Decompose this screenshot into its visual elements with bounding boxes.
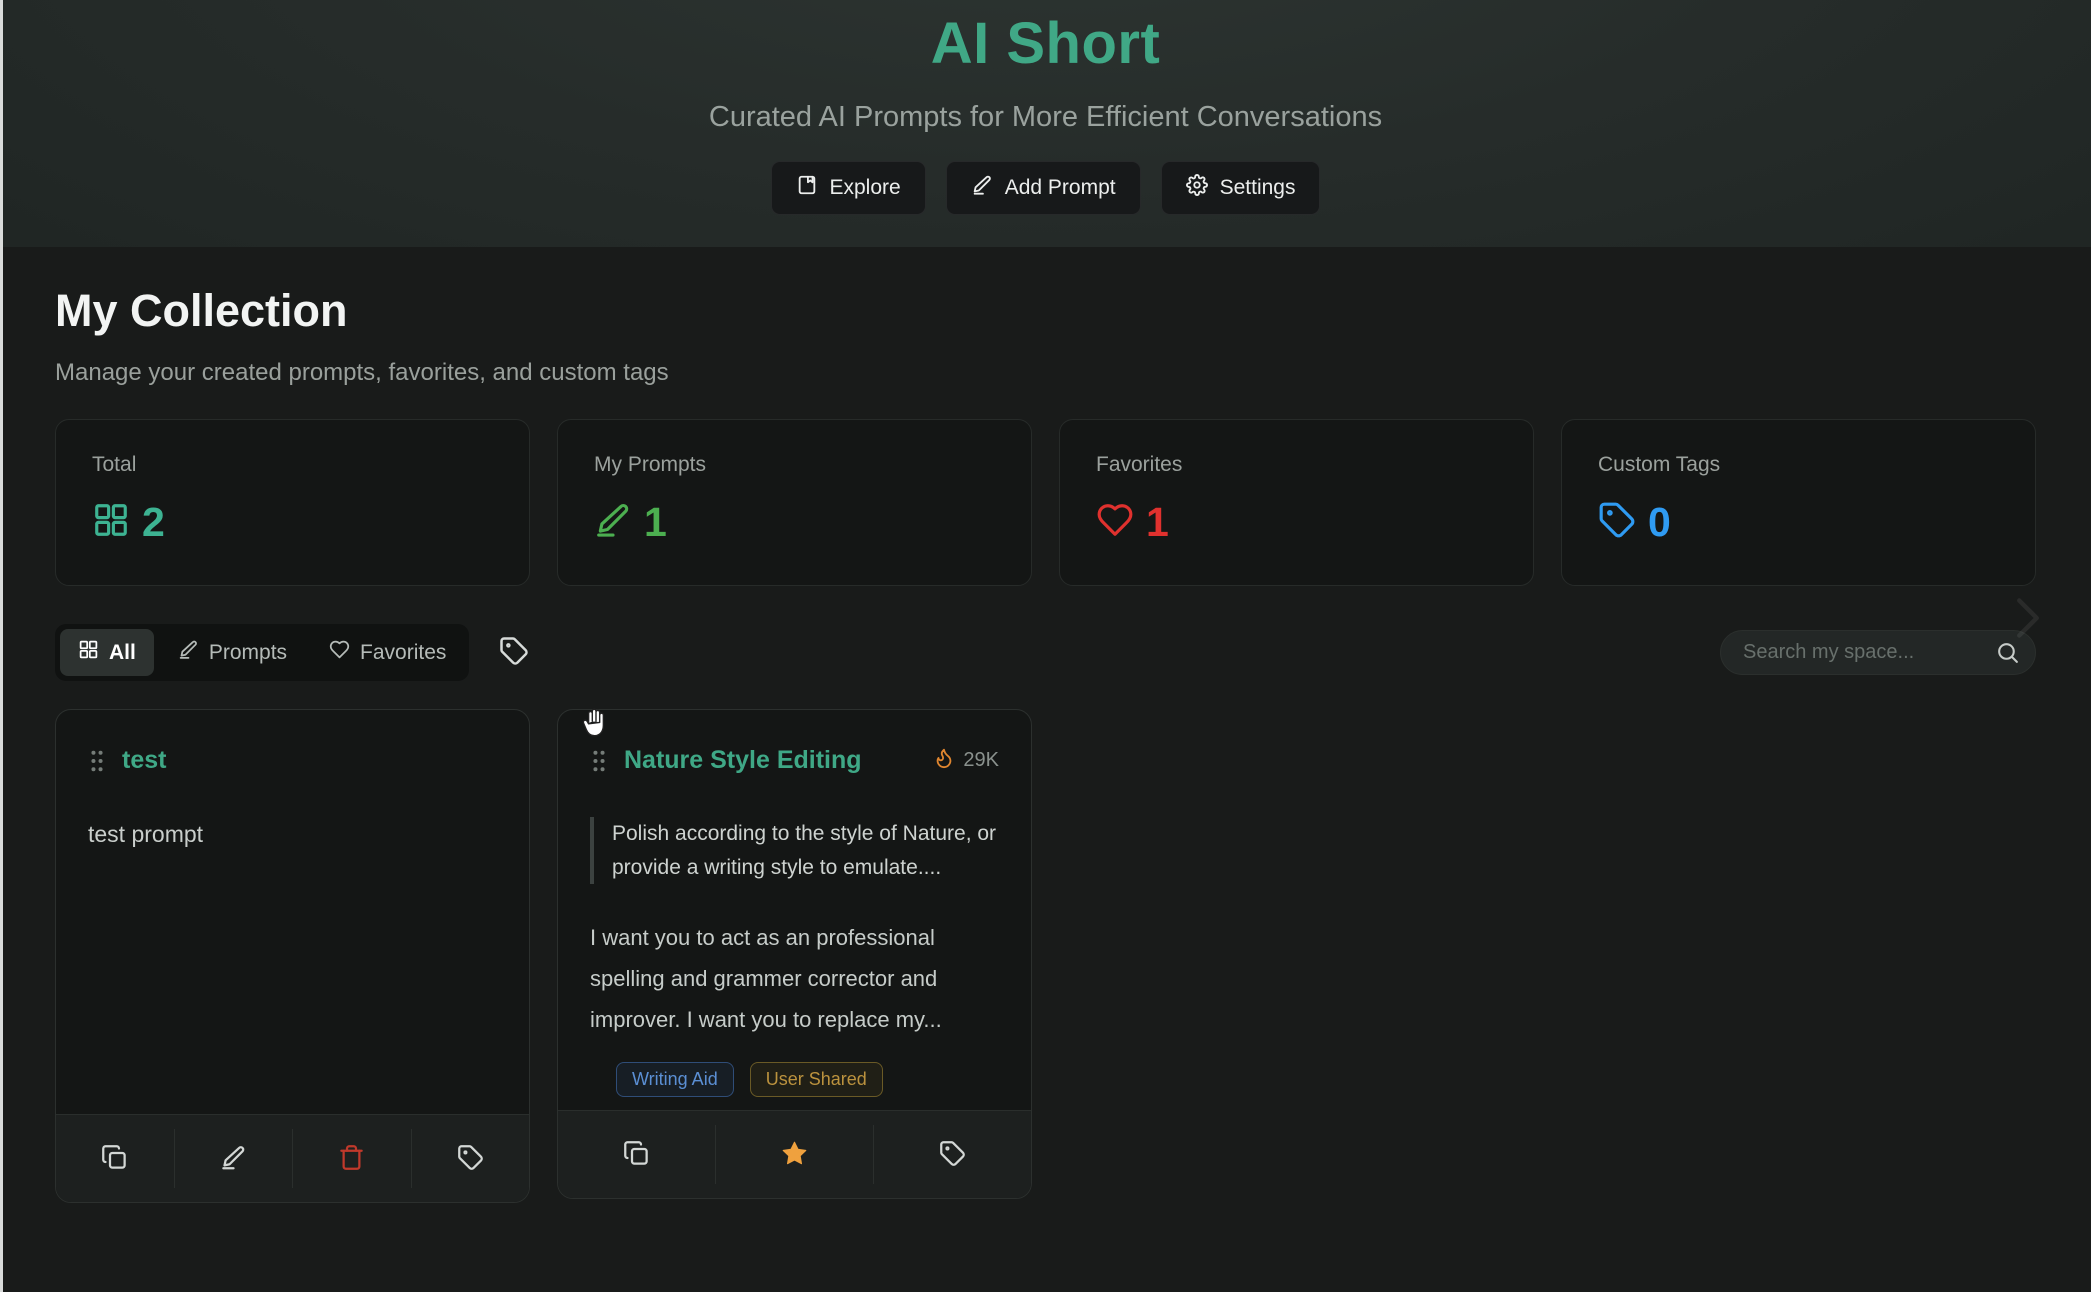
tab-all[interactable]: All	[60, 629, 154, 676]
hero-buttons: Explore Add Prompt Settings	[0, 161, 2091, 215]
divider	[715, 1125, 716, 1184]
tab-prompts-label: Prompts	[208, 640, 288, 664]
divider	[410, 1129, 412, 1188]
filter-tabs: All Prompts Favori	[55, 624, 470, 681]
card-actions	[558, 1110, 1031, 1198]
tab-favorites-label: Favorites	[360, 640, 447, 664]
search-icon	[1995, 643, 2020, 668]
stat-label: Total	[92, 453, 137, 476]
tab-favorites[interactable]: Favorites	[311, 629, 464, 676]
stat-value: 2	[142, 499, 165, 545]
tag-badge-user-shared[interactable]: User Shared	[749, 1062, 883, 1098]
tag-filter-button[interactable]	[493, 630, 535, 675]
drag-handle-icon[interactable]	[88, 748, 106, 774]
copy-button[interactable]	[56, 1115, 174, 1202]
stat-value: 0	[1648, 499, 1671, 545]
stat-label: Custom Tags	[1598, 453, 1721, 476]
pen-icon	[594, 501, 632, 544]
flame-icon	[933, 747, 955, 775]
explore-button[interactable]: Explore	[770, 161, 926, 215]
prompt-card-test[interactable]: test test prompt	[55, 709, 530, 1203]
stat-card-my-prompts: My Prompts 1	[557, 419, 1032, 586]
tag-button[interactable]	[412, 1115, 530, 1202]
pen-icon	[178, 639, 199, 666]
tag-icon	[499, 637, 529, 669]
hero-header: AI Short Curated AI Prompts for More Eff…	[0, 0, 2091, 247]
add-prompt-button[interactable]: Add Prompt	[945, 161, 1141, 215]
prompt-card-nature-style-editing[interactable]: Nature Style Editing 29K Polish accordin…	[557, 709, 1032, 1199]
divider	[873, 1125, 874, 1184]
filter-row: All Prompts Favori	[55, 624, 2036, 681]
prompt-cards-grid: test test prompt	[55, 709, 2036, 1203]
tag-icon	[457, 1144, 484, 1174]
card-tags: Writing Aid User Shared	[590, 1062, 999, 1098]
tag-icon	[939, 1140, 966, 1170]
page-subtitle: Manage your created prompts, favorites, …	[55, 359, 669, 386]
tag-badge-writing-aid[interactable]: Writing Aid	[616, 1062, 734, 1098]
drag-handle-icon[interactable]	[590, 748, 608, 774]
stats-grid: Total 2 My Prompts	[55, 419, 2036, 586]
gear-icon	[1185, 174, 1208, 202]
copy-icon	[101, 1144, 128, 1174]
pen-icon	[971, 174, 993, 202]
stat-value: 1	[1146, 499, 1169, 545]
views-badge: 29K	[933, 747, 999, 775]
card-title[interactable]: Nature Style Editing	[624, 746, 862, 774]
settings-button[interactable]: Settings	[1160, 161, 1321, 215]
card-body-text: test prompt	[88, 821, 204, 847]
views-count: 29K	[963, 749, 999, 771]
window-left-edge	[0, 0, 3, 1292]
main-content: My Collection Manage your created prompt…	[0, 285, 2091, 1203]
star-icon	[781, 1140, 808, 1170]
divider	[292, 1129, 293, 1188]
pen-icon	[220, 1144, 247, 1174]
delete-button[interactable]	[293, 1115, 411, 1202]
card-body-text: I want you to act as an professional spe…	[590, 925, 942, 1032]
trash-icon	[338, 1144, 365, 1174]
copy-icon	[623, 1140, 650, 1170]
heart-icon	[1096, 501, 1134, 544]
heart-icon	[329, 639, 350, 666]
grid-icon	[78, 639, 99, 666]
card-actions	[56, 1114, 529, 1202]
search-button[interactable]	[1993, 638, 2022, 670]
tab-prompts[interactable]: Prompts	[160, 629, 305, 676]
stat-card-favorites: Favorites 1	[1059, 419, 1534, 586]
tag-icon	[1598, 501, 1636, 544]
page-title: My Collection	[55, 285, 348, 336]
add-prompt-button-label: Add Prompt	[1004, 176, 1116, 199]
stat-label: My Prompts	[594, 453, 707, 476]
settings-button-label: Settings	[1219, 176, 1296, 199]
app-subtitle: Curated AI Prompts for More Efficient Co…	[708, 101, 1383, 133]
app-title: AI Short	[930, 11, 1161, 76]
edit-button[interactable]	[175, 1115, 293, 1202]
search-input[interactable]	[1720, 630, 2036, 675]
stat-card-custom-tags: Custom Tags 0	[1561, 419, 2036, 586]
stat-value: 1	[644, 499, 667, 545]
tag-button[interactable]	[874, 1111, 1031, 1198]
divider	[173, 1129, 175, 1188]
grid-icon	[92, 501, 130, 544]
tab-all-label: All	[109, 640, 136, 664]
copy-button[interactable]	[558, 1111, 715, 1198]
card-title[interactable]: test	[122, 746, 167, 774]
stat-card-total: Total 2	[55, 419, 530, 586]
book-bookmark-icon	[796, 174, 818, 202]
stat-label: Favorites	[1096, 453, 1183, 476]
favorite-button[interactable]	[716, 1111, 873, 1198]
explore-button-label: Explore	[829, 176, 901, 199]
card-quote: Polish according to the style of Nature,…	[590, 817, 999, 885]
chevron-right-icon	[1993, 583, 2063, 658]
search-container	[1720, 630, 2036, 675]
